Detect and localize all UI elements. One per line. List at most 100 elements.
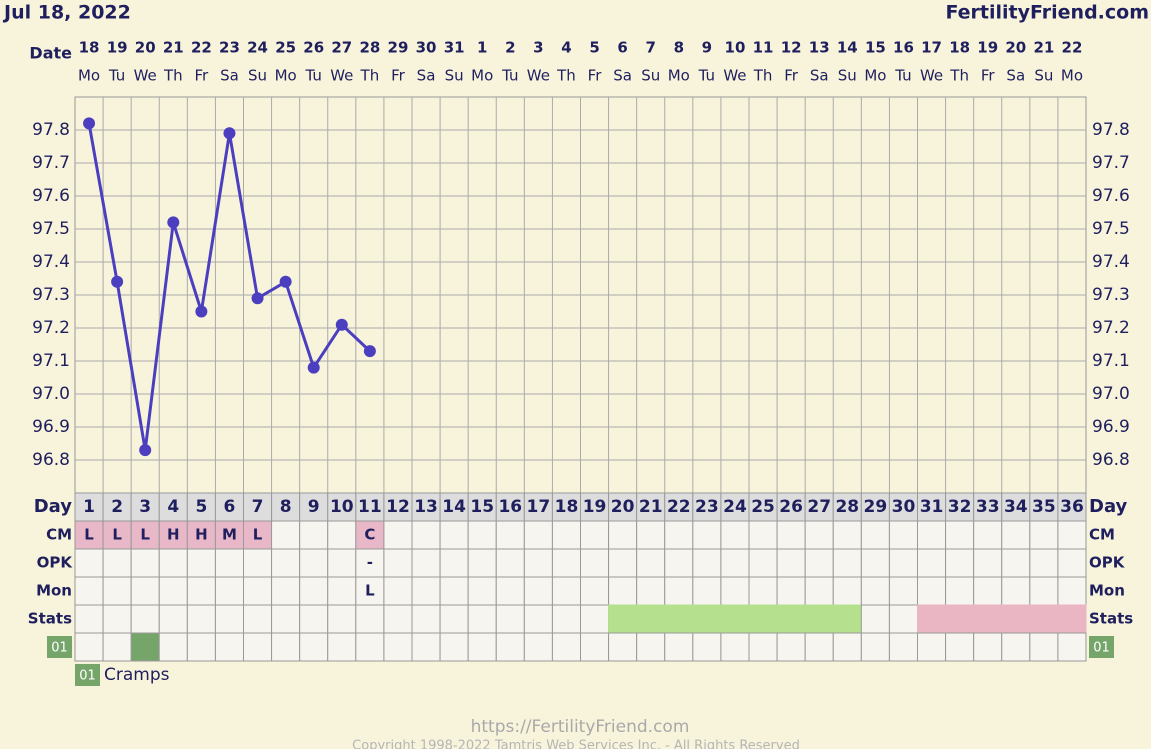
symptom-cell [102,632,132,662]
stats-cell [355,604,385,634]
day-number: 29 [864,497,888,517]
stats-cell [1001,604,1031,634]
stats-cell [158,604,188,634]
stats-cell [495,604,525,634]
symptom-cell [888,632,919,662]
weekday-label: Mo [668,67,690,85]
date-label: 21 [163,39,184,57]
weekday-label: We [920,67,943,85]
weekday-label: Th [360,67,380,85]
symptom-cell [748,632,778,662]
symptom-code: 01 [79,669,96,684]
row-cell [664,548,694,578]
day-number: 15 [470,497,494,517]
stats-cell [945,604,975,634]
row-cell [439,576,469,606]
row-cell [917,520,947,550]
day-number: 17 [527,497,551,517]
row-label-right: Mon [1089,582,1125,600]
day-number: 25 [751,497,775,517]
y-tick-label: 97.7 [32,153,70,173]
row-cell [551,576,582,606]
weekday-label: Fr [981,67,996,85]
stats-cell [1057,604,1087,634]
weekday-label: Mo [1061,67,1083,85]
row-cell [888,520,919,550]
row-cell [1057,576,1087,606]
symptom-cell [804,632,834,662]
footer-url: https://FertilityFriend.com [471,717,690,737]
site-name: FertilityFriend.com [945,2,1149,24]
weekday-label: Tu [698,67,715,85]
date-label: 24 [247,39,268,57]
weekday-label: Tu [108,67,125,85]
day-number: 10 [330,497,354,517]
row-cell [664,520,694,550]
y-tick-label: 97.8 [32,120,70,140]
weekday-label: Su [838,67,857,85]
day-cell [1029,492,1059,522]
temp-point [335,318,348,331]
row-cell [523,576,553,606]
day-number: 27 [807,497,831,517]
y-tick-label-right: 97.2 [1092,318,1130,338]
date-label: 16 [893,39,914,57]
stats-cell [917,604,947,634]
stats-cell [130,604,160,634]
symptom-cell [383,632,413,662]
date-label: 11 [753,39,774,57]
symptom-badge [1089,636,1114,658]
row-value: H [195,526,208,544]
stats-cell [327,604,357,634]
symptom-cell [973,632,1003,662]
date-label: 29 [388,39,409,57]
stats-cell [664,604,694,634]
stats-cell [1029,604,1059,634]
row-cell [467,520,497,550]
weekday-label: Th [753,67,773,85]
day-number: 1 [83,497,95,517]
date-label: 3 [533,39,543,57]
row-label: Stats [28,610,72,628]
row-value: C [364,526,375,544]
row-cell [1001,576,1031,606]
y-tick-label: 97.4 [32,252,70,272]
row-cell [383,520,413,550]
symptom-cell [1001,632,1031,662]
weekday-label: Mo [275,67,297,85]
stats-cell [748,604,778,634]
row-label-right: OPK [1089,554,1126,572]
row-cell [243,576,273,606]
day-cell [692,492,722,522]
date-label: 20 [1005,39,1026,57]
date-label: 12 [781,39,802,57]
stats-cell [243,604,273,634]
day-number: 8 [280,497,292,517]
temp-point [195,305,208,318]
row-cell [243,548,273,578]
stats-cell [467,604,497,634]
date-label: 27 [331,39,352,57]
row-cell [411,520,441,550]
row-cell [748,576,778,606]
weekday-label: Mo [471,67,493,85]
stats-cell [214,604,245,634]
date-label: 10 [725,39,746,57]
row-cell [327,548,357,578]
symptom-cell [467,632,497,662]
row-cell [636,520,666,550]
footer-copyright: Copyright 1998-2022 Tamtris Web Services… [352,739,800,749]
day-number: 26 [779,497,803,517]
date-label: 22 [191,39,212,57]
y-tick-label-right: 97.4 [1092,252,1130,272]
weekday-label: Sa [417,67,436,85]
symptom-cell [608,632,638,662]
date-label: 6 [617,39,627,57]
day-number: 30 [892,497,916,517]
day-number: 7 [252,497,264,517]
y-tick-label: 97.5 [32,219,70,239]
weekday-label: Tu [305,67,322,85]
symptom-badge [47,636,72,658]
row-cell [467,548,497,578]
stats-cell [804,604,834,634]
